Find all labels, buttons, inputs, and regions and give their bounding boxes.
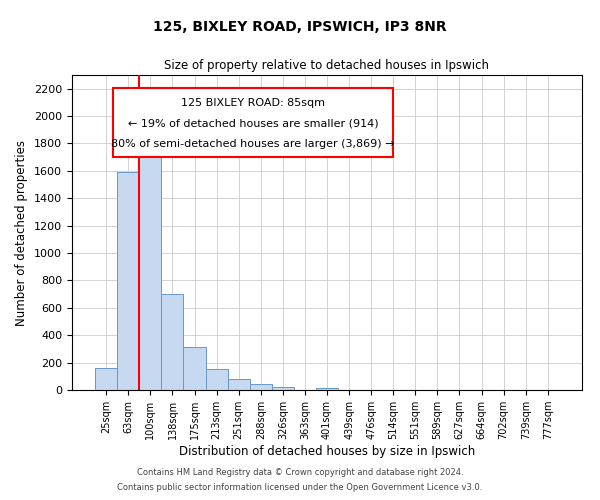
Text: ← 19% of detached houses are smaller (914): ← 19% of detached houses are smaller (91… [128, 118, 379, 128]
Title: Size of property relative to detached houses in Ipswich: Size of property relative to detached ho… [164, 60, 490, 72]
X-axis label: Distribution of detached houses by size in Ipswich: Distribution of detached houses by size … [179, 445, 475, 458]
Bar [139, 150, 161, 390]
Bar [161, 294, 184, 390]
Bar [250, 384, 272, 390]
Text: 125, BIXLEY ROAD, IPSWICH, IP3 8NR: 125, BIXLEY ROAD, IPSWICH, IP3 8NR [153, 20, 447, 34]
Text: Contains HM Land Registry data © Crown copyright and database right 2024.: Contains HM Land Registry data © Crown c… [137, 468, 463, 477]
Bar [316, 388, 338, 390]
Bar [272, 388, 294, 390]
Bar [184, 347, 206, 390]
Bar [227, 379, 250, 390]
FancyBboxPatch shape [113, 88, 394, 157]
Bar [95, 368, 117, 390]
Text: 80% of semi-detached houses are larger (3,869) →: 80% of semi-detached houses are larger (… [112, 140, 395, 149]
Bar [206, 369, 227, 390]
Text: 125 BIXLEY ROAD: 85sqm: 125 BIXLEY ROAD: 85sqm [181, 98, 325, 108]
Text: Contains public sector information licensed under the Open Government Licence v3: Contains public sector information licen… [118, 483, 482, 492]
Bar [117, 172, 139, 390]
Y-axis label: Number of detached properties: Number of detached properties [16, 140, 28, 326]
